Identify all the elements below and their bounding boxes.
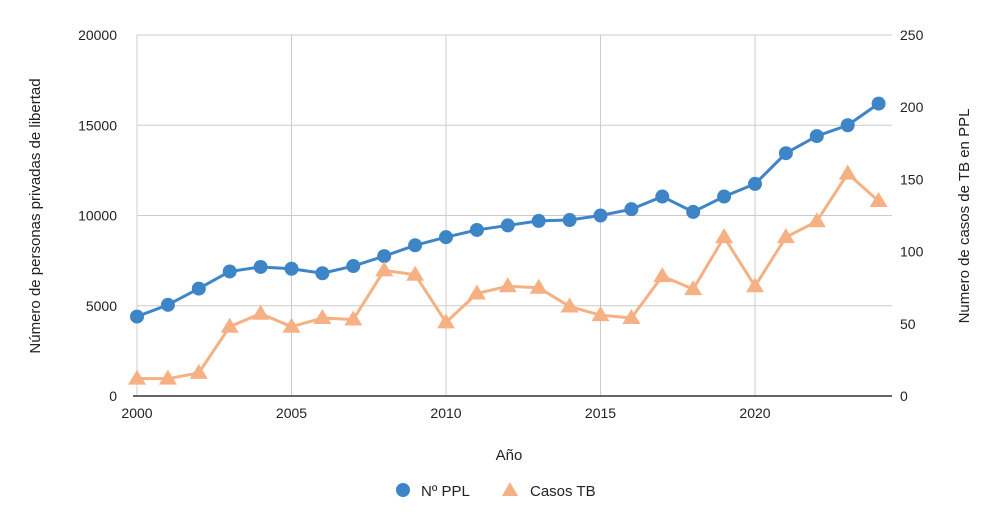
data-point-ppl [748,176,762,191]
y2-tick-label: 50 [900,316,916,332]
legend-label-ppl: Nº PPL [421,483,470,500]
data-point-ppl [253,259,268,274]
legend: Nº PPL Casos TB [396,482,596,500]
data-point-ppl [160,297,175,312]
data-point-ppl [562,213,577,228]
data-point-ppl [717,189,732,204]
data-point-tb [869,192,888,208]
x-tick-label: 2020 [739,405,770,421]
data-point-tb [467,284,486,300]
data-point-tb [128,369,146,385]
data-point-ppl [624,202,639,217]
y2-tick-label: 100 [900,244,924,260]
data-point-tb [251,304,270,320]
x-tick-label: 2000 [121,405,152,421]
data-point-tb [158,369,177,385]
y-tick-label: 5000 [86,298,117,314]
y2-tick-label: 0 [900,388,908,404]
y2-tick-label: 250 [900,27,924,43]
data-point-ppl [531,213,546,228]
data-point-tb [498,277,517,293]
y-tick-label: 20000 [78,27,117,43]
data-point-tb [807,212,826,228]
y-axis-label: Número de personas privadas de libertad [27,78,44,353]
legend-label-tb: Casos TB [530,483,596,500]
data-point-tb [684,280,703,296]
x-axis-label: Año [496,447,523,464]
data-point-tb [189,363,208,379]
data-point-tb [715,228,734,244]
series-line-1 [137,172,880,381]
data-point-ppl [130,309,144,324]
data-point-tb [344,310,363,326]
data-point-ppl [778,146,793,161]
data-point-tb [220,317,239,333]
legend-marker-tb [502,482,518,496]
x-tick-label: 2010 [430,405,461,421]
x-tick-label: 2015 [585,405,616,421]
data-point-tb [437,313,455,329]
data-point-ppl [500,218,515,233]
data-point-tb [838,164,857,180]
data-point-ppl [686,204,701,219]
data-point-tb [529,278,548,294]
data-point-ppl [469,222,484,237]
data-point-tb [746,277,764,293]
data-point-tb [375,261,394,277]
data-point-tb [560,297,579,313]
data-point-tb [282,317,301,333]
y-tick-label: 0 [109,388,117,404]
data-point-ppl [191,281,206,296]
data-point-ppl [439,230,453,245]
data-point-ppl [809,129,824,144]
data-point-ppl [840,118,855,133]
y2-axis-label: Numero de casos de TB en PPL [956,109,973,324]
data-point-tb [313,309,332,325]
data-point-ppl [593,208,608,223]
legend-marker-ppl [396,483,410,497]
data-point-tb [591,306,610,322]
data-point-ppl [284,261,299,276]
data-point-tb [406,265,425,281]
y-tick-label: 15000 [78,117,117,133]
data-point-tb [776,228,795,244]
data-point-ppl [655,189,670,204]
x-tick-label: 2005 [276,405,307,421]
data-point-ppl [346,259,361,274]
data-point-tb [653,267,672,283]
data-point-ppl [315,266,330,281]
data-point-ppl [377,249,392,264]
y-tick-label: 10000 [78,208,117,224]
data-point-ppl [222,264,237,279]
data-point-ppl [408,238,423,253]
data-point-ppl [871,96,886,111]
y2-tick-label: 200 [900,99,924,115]
y2-tick-label: 150 [900,171,924,187]
data-point-tb [622,309,641,325]
